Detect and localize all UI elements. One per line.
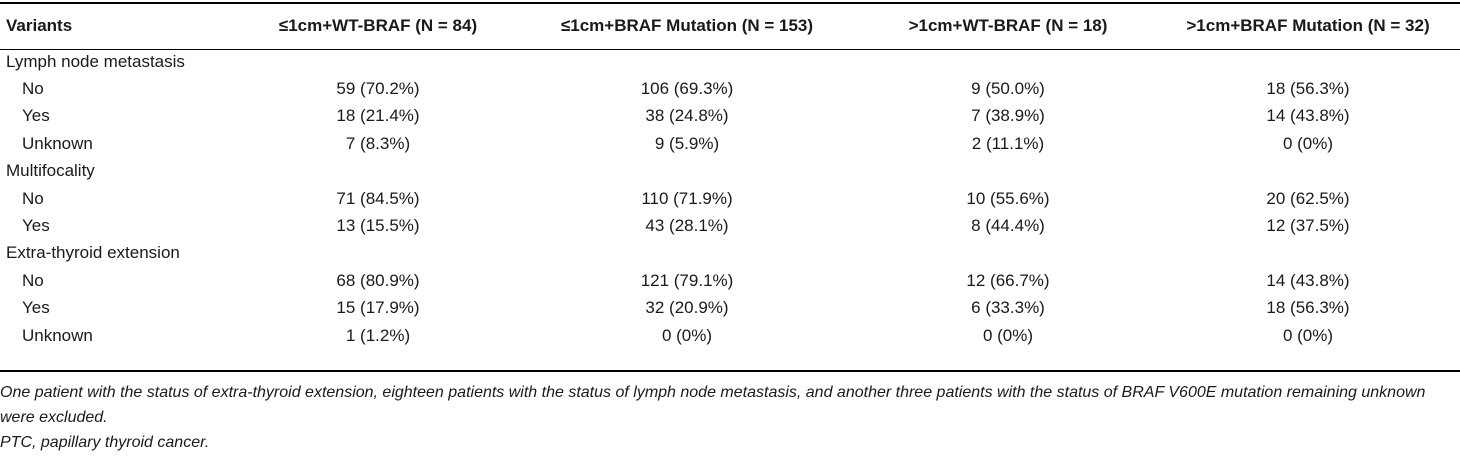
header-small-mutation: ≤1cm+BRAF Mutation (N = 153)	[560, 16, 814, 35]
table-cell: 38 (24.8%)	[645, 106, 729, 126]
row-label: No	[22, 79, 44, 99]
row-label: Yes	[22, 216, 50, 236]
group-row: Lymph node metastasis	[0, 48, 1460, 75]
table-cell: 12 (37.5%)	[1266, 216, 1350, 236]
row-label: No	[22, 270, 44, 290]
table-cell: 14 (43.8%)	[1266, 270, 1350, 290]
table-cell: 12 (66.7%)	[966, 270, 1050, 290]
header-variants: Variants	[6, 16, 73, 35]
table-cell: 15 (17.9%)	[336, 298, 420, 318]
data-table: Variants ≤1cm+WT-BRAF (N = 84) ≤1cm+BRAF…	[0, 4, 1460, 349]
header-rule	[0, 49, 1460, 50]
group-row: Extra-thyroid extension	[0, 240, 1460, 267]
table-cell: 20 (62.5%)	[1266, 188, 1350, 208]
group-label: Lymph node metastasis	[6, 51, 185, 71]
table-cell: 0 (0%)	[661, 325, 713, 345]
table-cell: 59 (70.2%)	[336, 79, 420, 99]
table-cell: 14 (43.8%)	[1266, 106, 1350, 126]
table-cell: 0 (0%)	[1282, 133, 1334, 153]
table-cell: 68 (80.9%)	[336, 270, 420, 290]
table-row: No 59 (70.2%) 106 (69.3%) 9 (50.0%) 18 (…	[0, 75, 1460, 102]
row-label: Unknown	[22, 133, 93, 153]
table-cell: 18 (56.3%)	[1266, 79, 1350, 99]
row-label: Yes	[22, 298, 50, 318]
table-cell: 9 (50.0%)	[971, 79, 1045, 99]
row-label: Yes	[22, 106, 50, 126]
table-cell: 6 (33.3%)	[971, 298, 1045, 318]
group-label: Multifocality	[6, 161, 95, 181]
table-cell: 10 (55.6%)	[966, 188, 1050, 208]
table-cell: 43 (28.1%)	[645, 216, 729, 236]
group-row: Multifocality	[0, 158, 1460, 185]
table-cell: 2 (11.1%)	[971, 133, 1045, 153]
table-cell: 0 (0%)	[982, 325, 1034, 345]
table-footnotes: One patient with the status of extra-thy…	[0, 380, 1460, 455]
table-row: Unknown 1 (1.2%) 0 (0%) 0 (0%) 0 (0%)	[0, 322, 1460, 349]
table-cell: 0 (0%)	[1282, 325, 1334, 345]
table-cell: 18 (21.4%)	[336, 106, 420, 126]
table-row: Yes 15 (17.9%) 32 (20.9%) 6 (33.3%) 18 (…	[0, 295, 1460, 322]
table-cell: 106 (69.3%)	[640, 79, 734, 99]
footnote-abbreviation: PTC, papillary thyroid cancer.	[0, 434, 210, 451]
table-row: Yes 18 (21.4%) 38 (24.8%) 7 (38.9%) 14 (…	[0, 103, 1460, 130]
table-cell: 7 (8.3%)	[345, 133, 411, 153]
header-row: Variants ≤1cm+WT-BRAF (N = 84) ≤1cm+BRAF…	[0, 4, 1460, 48]
table-row: No 68 (80.9%) 121 (79.1%) 12 (66.7%) 14 …	[0, 267, 1460, 294]
bottom-rule	[0, 370, 1460, 372]
table-cell: 18 (56.3%)	[1266, 298, 1350, 318]
top-rule	[0, 2, 1460, 4]
row-label: No	[22, 188, 44, 208]
table-cell: 32 (20.9%)	[645, 298, 729, 318]
table-row: Yes 13 (15.5%) 43 (28.1%) 8 (44.4%) 12 (…	[0, 212, 1460, 239]
table-cell: 121 (79.1%)	[640, 270, 734, 290]
table-cell: 7 (38.9%)	[971, 106, 1045, 126]
row-label: Unknown	[22, 325, 93, 345]
table-row: No 71 (84.5%) 110 (71.9%) 10 (55.6%) 20 …	[0, 185, 1460, 212]
header-small-wt: ≤1cm+WT-BRAF (N = 84)	[278, 16, 478, 35]
table-cell: 8 (44.4%)	[971, 216, 1045, 236]
table-cell: 9 (5.9%)	[654, 133, 720, 153]
table-cell: 1 (1.2%)	[345, 325, 411, 345]
table-cell: 13 (15.5%)	[336, 216, 420, 236]
header-large-wt: >1cm+WT-BRAF (N = 18)	[908, 16, 1108, 35]
table-cell: 110 (71.9%)	[641, 188, 733, 208]
header-large-mutation: >1cm+BRAF Mutation (N = 32)	[1186, 16, 1430, 35]
group-label: Extra-thyroid extension	[6, 243, 180, 263]
footnote-exclusions: One patient with the status of extra-thy…	[0, 384, 1426, 426]
table-row: Unknown 7 (8.3%) 9 (5.9%) 2 (11.1%) 0 (0…	[0, 130, 1460, 157]
table-cell: 71 (84.5%)	[336, 188, 420, 208]
